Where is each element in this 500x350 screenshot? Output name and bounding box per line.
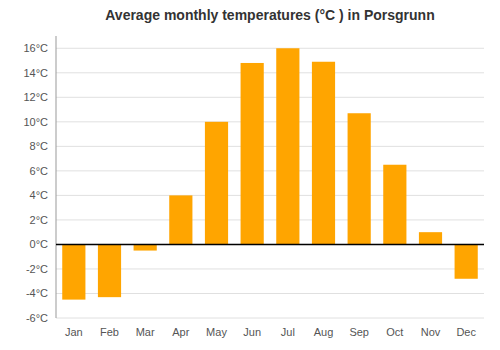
chart-container: Average monthly temperatures (°C ) in Po… bbox=[0, 0, 500, 350]
x-tick-label: Jan bbox=[65, 326, 83, 338]
y-tick-labels: -6°C -4°C -2°C 0°C 2°C 4°C 6°C 8°C 10°C 12°C 14°C 1… bbox=[23, 42, 48, 324]
x-tick-label: Jul bbox=[281, 326, 295, 338]
bar bbox=[134, 244, 157, 250]
y-tick-label: 2°C bbox=[30, 214, 49, 226]
bar bbox=[205, 122, 228, 245]
x-tick-label: Oct bbox=[386, 326, 403, 338]
y-axis-line bbox=[56, 36, 57, 318]
y-tick-label: -2°C bbox=[26, 263, 48, 275]
y-tick-label: 4°C bbox=[30, 189, 49, 201]
grid-line bbox=[56, 146, 484, 147]
x-tick-labels: Jan Feb Mar Apr May Jun Jul Aug Sep Oct Nov Dec bbox=[65, 326, 476, 338]
bar bbox=[169, 195, 192, 244]
grid-line bbox=[56, 195, 484, 196]
x-tick-label: Feb bbox=[100, 326, 119, 338]
y-tick-label: 14°C bbox=[23, 67, 48, 79]
bar bbox=[276, 48, 299, 244]
bars bbox=[62, 48, 478, 299]
bar bbox=[419, 232, 442, 244]
x-tick-label: Mar bbox=[136, 326, 155, 338]
bar bbox=[62, 244, 85, 299]
y-tick-label: 6°C bbox=[30, 165, 49, 177]
bar bbox=[98, 244, 121, 297]
bar bbox=[455, 244, 478, 278]
x-tick-label: Apr bbox=[172, 326, 189, 338]
bar bbox=[241, 63, 264, 244]
y-tick-label: 12°C bbox=[23, 91, 48, 103]
bar bbox=[383, 165, 406, 245]
bar bbox=[348, 113, 371, 244]
chart: Average monthly temperatures (°C ) in Po… bbox=[0, 0, 500, 350]
x-tick-label: Dec bbox=[456, 326, 476, 338]
x-tick-label: May bbox=[206, 326, 227, 338]
y-tick-label: 8°C bbox=[30, 140, 49, 152]
grid-line bbox=[56, 72, 484, 73]
grid-line bbox=[56, 121, 484, 122]
grid-line bbox=[56, 219, 484, 220]
y-tick-label: 0°C bbox=[30, 238, 49, 250]
bar bbox=[312, 62, 335, 245]
grid bbox=[56, 48, 484, 318]
grid-line bbox=[56, 97, 484, 98]
y-tick-label: 16°C bbox=[23, 42, 48, 54]
x-tick-label: Aug bbox=[314, 326, 334, 338]
title: Average monthly temperatures (°C ) in Po… bbox=[105, 7, 434, 23]
y-tick-label: -6°C bbox=[26, 312, 48, 324]
grid-line bbox=[56, 48, 484, 49]
grid-line bbox=[56, 244, 484, 245]
y-tick-label: -4°C bbox=[26, 287, 48, 299]
y-tick-label: 10°C bbox=[23, 116, 48, 128]
x-tick-label: Jun bbox=[243, 326, 261, 338]
grid-line bbox=[56, 318, 484, 319]
grid-line bbox=[56, 170, 484, 171]
x-tick-label: Nov bbox=[421, 326, 441, 338]
x-tick-label: Sep bbox=[349, 326, 369, 338]
zero-line bbox=[56, 244, 484, 246]
